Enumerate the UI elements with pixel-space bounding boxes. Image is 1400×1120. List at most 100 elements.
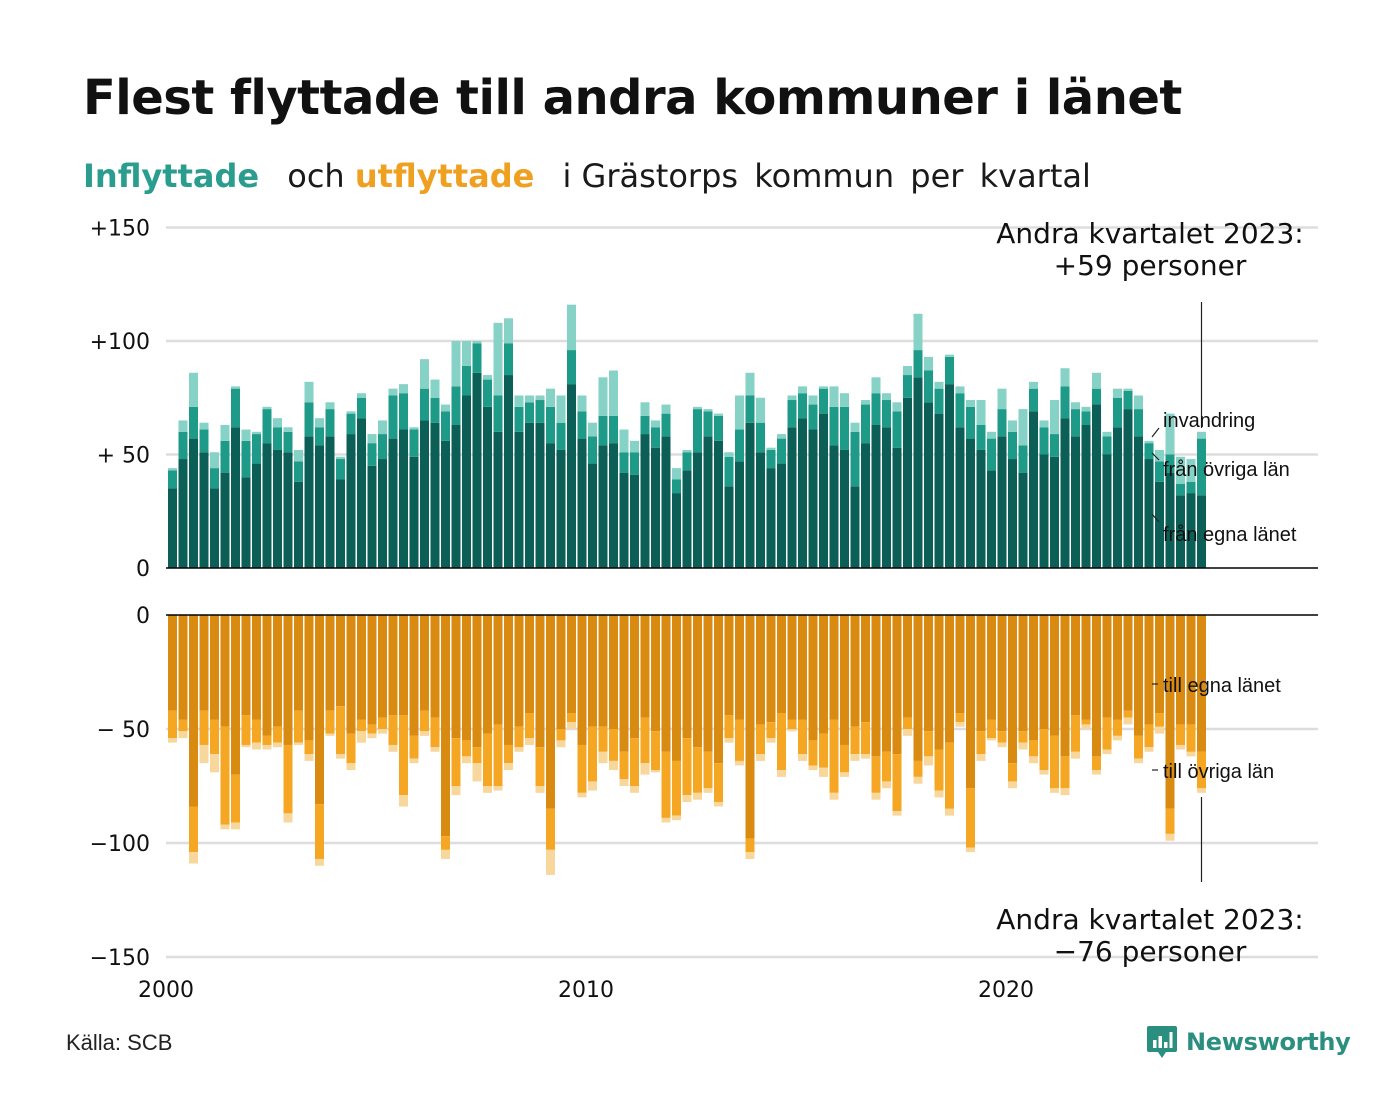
bar-inflow [178, 459, 188, 568]
bar-outflow [945, 808, 954, 816]
bar-outflow [808, 615, 818, 741]
bar-inflow [252, 431, 261, 435]
bar-inflow [388, 388, 398, 396]
bar-outflow [493, 786, 503, 791]
bar-inflow [472, 341, 482, 344]
bar-inflow [535, 395, 545, 401]
bar-outflow [1165, 615, 1175, 809]
bar-inflow [210, 488, 219, 568]
bar-inflow [850, 431, 860, 487]
bar-inflow [420, 388, 429, 421]
bar-outflow [210, 615, 219, 720]
bar-outflow [483, 786, 492, 793]
bar-outflow [546, 615, 555, 809]
bar-outflow [304, 615, 314, 741]
bar-outflow [346, 615, 356, 734]
bar-outflow [745, 838, 755, 853]
bar-inflow [840, 449, 849, 568]
bar-inflow [1102, 436, 1112, 455]
bar-inflow [766, 447, 776, 450]
bar-outflow [409, 758, 419, 764]
bar-outflow [462, 740, 471, 757]
bar-outflow [966, 615, 975, 789]
bar-inflow [619, 472, 629, 568]
bar-inflow [1029, 381, 1038, 389]
bar-outflow [745, 615, 755, 839]
bar-inflow [1186, 493, 1196, 568]
bar-outflow [966, 788, 975, 848]
bar-inflow [1197, 438, 1206, 496]
bar-inflow [745, 422, 755, 568]
bar-outflow [955, 722, 965, 727]
bar-inflow [1176, 484, 1185, 496]
bar-inflow [283, 431, 293, 453]
bar-inflow [346, 434, 356, 568]
bar-inflow [1081, 424, 1091, 568]
bar-inflow [861, 400, 870, 405]
bar-inflow [304, 381, 314, 403]
bar-inflow [451, 424, 461, 568]
bar-inflow [231, 427, 240, 568]
bar-outflow [1123, 717, 1133, 725]
bar-inflow [1123, 390, 1133, 410]
bar-outflow [420, 710, 429, 732]
bar-outflow [1039, 770, 1049, 775]
bar-outflow [987, 738, 996, 741]
bar-inflow [1113, 397, 1122, 428]
bar-inflow [651, 427, 660, 448]
subtitle-word: per [910, 157, 964, 195]
bar-outflow [430, 615, 440, 718]
bar-inflow [588, 422, 597, 437]
bar-outflow [556, 729, 566, 741]
bar-outflow [325, 710, 335, 734]
bar-outflow [315, 858, 324, 866]
bar-inflow [189, 372, 198, 407]
bar-inflow [987, 431, 996, 439]
bar-outflow [399, 715, 408, 796]
bar-inflow [315, 445, 324, 568]
bar-inflow [262, 443, 272, 568]
bar-inflow [378, 459, 387, 568]
series-label: invandring [1163, 410, 1255, 432]
bar-inflow [945, 354, 954, 357]
bar-inflow [556, 449, 566, 568]
bar-inflow [766, 449, 776, 469]
bar-inflow [409, 429, 419, 457]
bar-inflow [829, 386, 839, 407]
logo-text: Newsworthy [1186, 1028, 1351, 1056]
bar-inflow [913, 313, 923, 351]
label-leader [1151, 513, 1160, 523]
bar-inflow [283, 427, 293, 432]
bar-inflow [1144, 459, 1154, 568]
x-tick-label: 2000 [138, 978, 194, 1003]
bar-outflow [619, 779, 629, 786]
bar-outflow [934, 790, 944, 798]
bar-inflow [546, 443, 555, 568]
bar-outflow [1050, 788, 1059, 793]
bar-inflow [1092, 404, 1101, 568]
bar-inflow [325, 436, 335, 568]
bar-inflow [294, 461, 303, 482]
bar-inflow [504, 375, 513, 568]
y-tick-label: + 50 [97, 444, 150, 469]
bar-outflow [640, 615, 650, 718]
bar-outflow [850, 754, 860, 761]
bar-outflow [1060, 615, 1070, 757]
bar-outflow [588, 726, 597, 782]
bar-inflow [987, 470, 996, 568]
bar-outflow [420, 615, 429, 711]
bar-outflow [609, 760, 618, 771]
bar-inflow [672, 493, 681, 568]
bar-outflow [787, 615, 797, 720]
bar-outflow [735, 760, 744, 766]
chart-subtitle: Inflyttade och utflyttade i Grästorps ko… [83, 157, 1091, 195]
bar-outflow [903, 615, 912, 718]
y-tick-label: −100 [90, 832, 150, 857]
bar-outflow [934, 749, 944, 791]
bar-inflow [1197, 431, 1206, 439]
bar-outflow [336, 615, 345, 707]
bar-inflow [1039, 427, 1049, 455]
bar-inflow [787, 427, 797, 568]
bar-inflow [955, 393, 965, 428]
bar-outflow [1050, 735, 1059, 789]
